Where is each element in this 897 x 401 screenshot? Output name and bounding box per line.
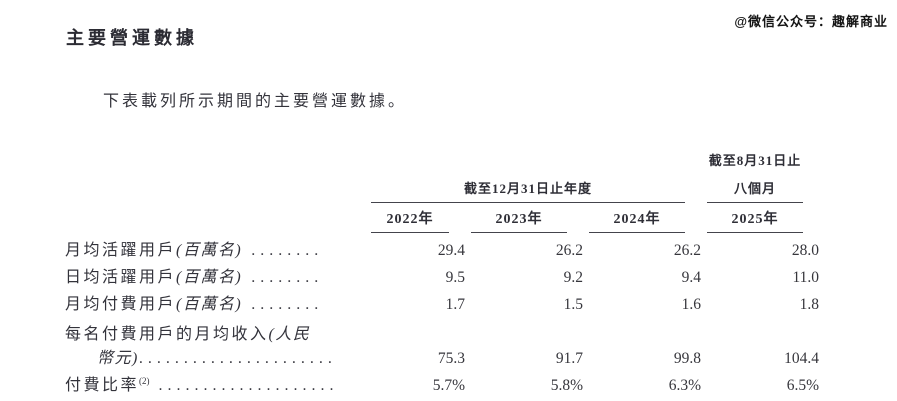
value-paying-ratio-2022: 5.7% bbox=[432, 377, 465, 394]
row-label-unit: (百萬名) bbox=[176, 269, 243, 286]
period-header-line2: 八個月 bbox=[707, 178, 803, 203]
value-dau-2024: 9.4 bbox=[681, 269, 701, 286]
row-label-line1: 每名付費用戶的月均收入(人民 bbox=[65, 320, 365, 344]
watermark-text: @微信公众号：趣解商业 bbox=[734, 14, 888, 29]
value-paying-users-2022: 1.7 bbox=[445, 296, 465, 313]
row-label-text: 日均活躍用戶 bbox=[65, 269, 177, 286]
value-paying-users-2025: 1.8 bbox=[799, 296, 819, 313]
row-label-unit: (人民 bbox=[268, 326, 311, 343]
row-label-paying-ratio: 付費比率(2) .................... bbox=[65, 368, 365, 395]
row-label-text: 每名付費用戶的月均收入 bbox=[65, 326, 269, 343]
value-paying-ratio-2023: 5.8% bbox=[550, 377, 583, 394]
page-title: 主要營運數據 bbox=[66, 28, 198, 48]
year-header-2023: 2023年 bbox=[471, 208, 567, 233]
row-label-paying-users: 月均付費用戶(百萬名) ........ bbox=[65, 287, 365, 314]
value-mau-2024: 26.2 bbox=[673, 242, 701, 259]
row-label-unit: (百萬名) bbox=[176, 296, 243, 313]
period-header-cell: 截至8月31日止 bbox=[701, 143, 819, 169]
footnote-marker: (2) bbox=[139, 376, 150, 386]
year-header-2022-cell: 2022年 bbox=[365, 203, 465, 233]
year-header-2022: 2022年 bbox=[371, 208, 449, 233]
row-label-text: 月均付費用戶 bbox=[65, 296, 177, 313]
year-header-2025: 2025年 bbox=[707, 208, 803, 233]
value-arppu-2023: 91.7 bbox=[555, 350, 583, 367]
empty-cell bbox=[365, 143, 701, 169]
period-group-header-cell: 八個月 bbox=[701, 169, 819, 203]
value-mau-2025: 28.0 bbox=[791, 242, 819, 259]
period-header-line1: 截至8月31日止 bbox=[708, 153, 802, 168]
empty-cell bbox=[65, 169, 365, 203]
table-row-arppu: 每名付費用戶的月均收入(人民 幣元)......................… bbox=[65, 314, 819, 368]
dot-leader: ........ bbox=[242, 296, 324, 313]
empty-cell bbox=[65, 143, 365, 169]
value-mau-2022: 29.4 bbox=[437, 242, 465, 259]
value-mau-2023: 26.2 bbox=[555, 242, 583, 259]
value-arppu-2022: 75.3 bbox=[437, 350, 465, 367]
intro-paragraph: 下表載列所示期間的主要營運數據。 bbox=[103, 93, 408, 110]
value-dau-2025: 11.0 bbox=[792, 269, 819, 286]
year-header-2024-cell: 2024年 bbox=[583, 203, 701, 233]
value-dau-2023: 9.2 bbox=[563, 269, 583, 286]
header-row-years: 2022年 2023年 2024年 2025年 bbox=[65, 203, 819, 233]
table-row-paying-users: 月均付費用戶(百萬名) ........ 1.7 1.5 1.6 1.8 bbox=[65, 287, 819, 314]
row-label-line2: 幣元)...................... bbox=[65, 344, 365, 368]
value-paying-users-2023: 1.5 bbox=[563, 296, 583, 313]
row-label-mau: 月均活躍用戶(百萬名) ........ bbox=[65, 233, 365, 260]
operating-data-table: 截至8月31日止 截至12月31日止年度 八個月 2022年 2023年 202… bbox=[65, 143, 819, 395]
value-paying-ratio-2024: 6.3% bbox=[668, 377, 701, 394]
table-row-mau: 月均活躍用戶(百萬名) ........ 29.4 26.2 26.2 28.0 bbox=[65, 233, 819, 260]
table-row-dau: 日均活躍用戶(百萬名) ........ 9.5 9.2 9.4 11.0 bbox=[65, 260, 819, 287]
row-label-unit: (百萬名) bbox=[176, 242, 243, 259]
dot-leader: ........ bbox=[242, 242, 324, 259]
header-row-period-top: 截至8月31日止 bbox=[65, 143, 819, 169]
row-label-arppu: 每名付費用戶的月均收入(人民 幣元)...................... bbox=[65, 314, 365, 368]
value-paying-ratio-2025: 6.5% bbox=[786, 377, 819, 394]
years-group-header: 截至12月31日止年度 bbox=[371, 178, 685, 203]
years-group-header-cell: 截至12月31日止年度 bbox=[365, 169, 701, 203]
year-header-2023-cell: 2023年 bbox=[465, 203, 583, 233]
row-label-text: 付費比率 bbox=[65, 377, 140, 394]
year-header-2025-cell: 2025年 bbox=[701, 203, 819, 233]
dot-leader: ...................... bbox=[138, 350, 337, 367]
value-arppu-2025: 104.4 bbox=[784, 350, 819, 367]
dot-leader: .................... bbox=[149, 377, 339, 394]
row-label-dau: 日均活躍用戶(百萬名) ........ bbox=[65, 260, 365, 287]
row-label-unit-cont: 幣元) bbox=[97, 350, 139, 367]
dot-leader: ........ bbox=[242, 269, 324, 286]
row-label-text: 月均活躍用戶 bbox=[65, 242, 177, 259]
value-dau-2022: 9.5 bbox=[445, 269, 465, 286]
year-header-2024: 2024年 bbox=[589, 208, 685, 233]
value-arppu-2024: 99.8 bbox=[673, 350, 701, 367]
header-row-group: 截至12月31日止年度 八個月 bbox=[65, 169, 819, 203]
empty-cell bbox=[65, 203, 365, 233]
table-row-paying-ratio: 付費比率(2) .................... 5.7% 5.8% 6… bbox=[65, 368, 819, 395]
value-paying-users-2024: 1.6 bbox=[681, 296, 701, 313]
